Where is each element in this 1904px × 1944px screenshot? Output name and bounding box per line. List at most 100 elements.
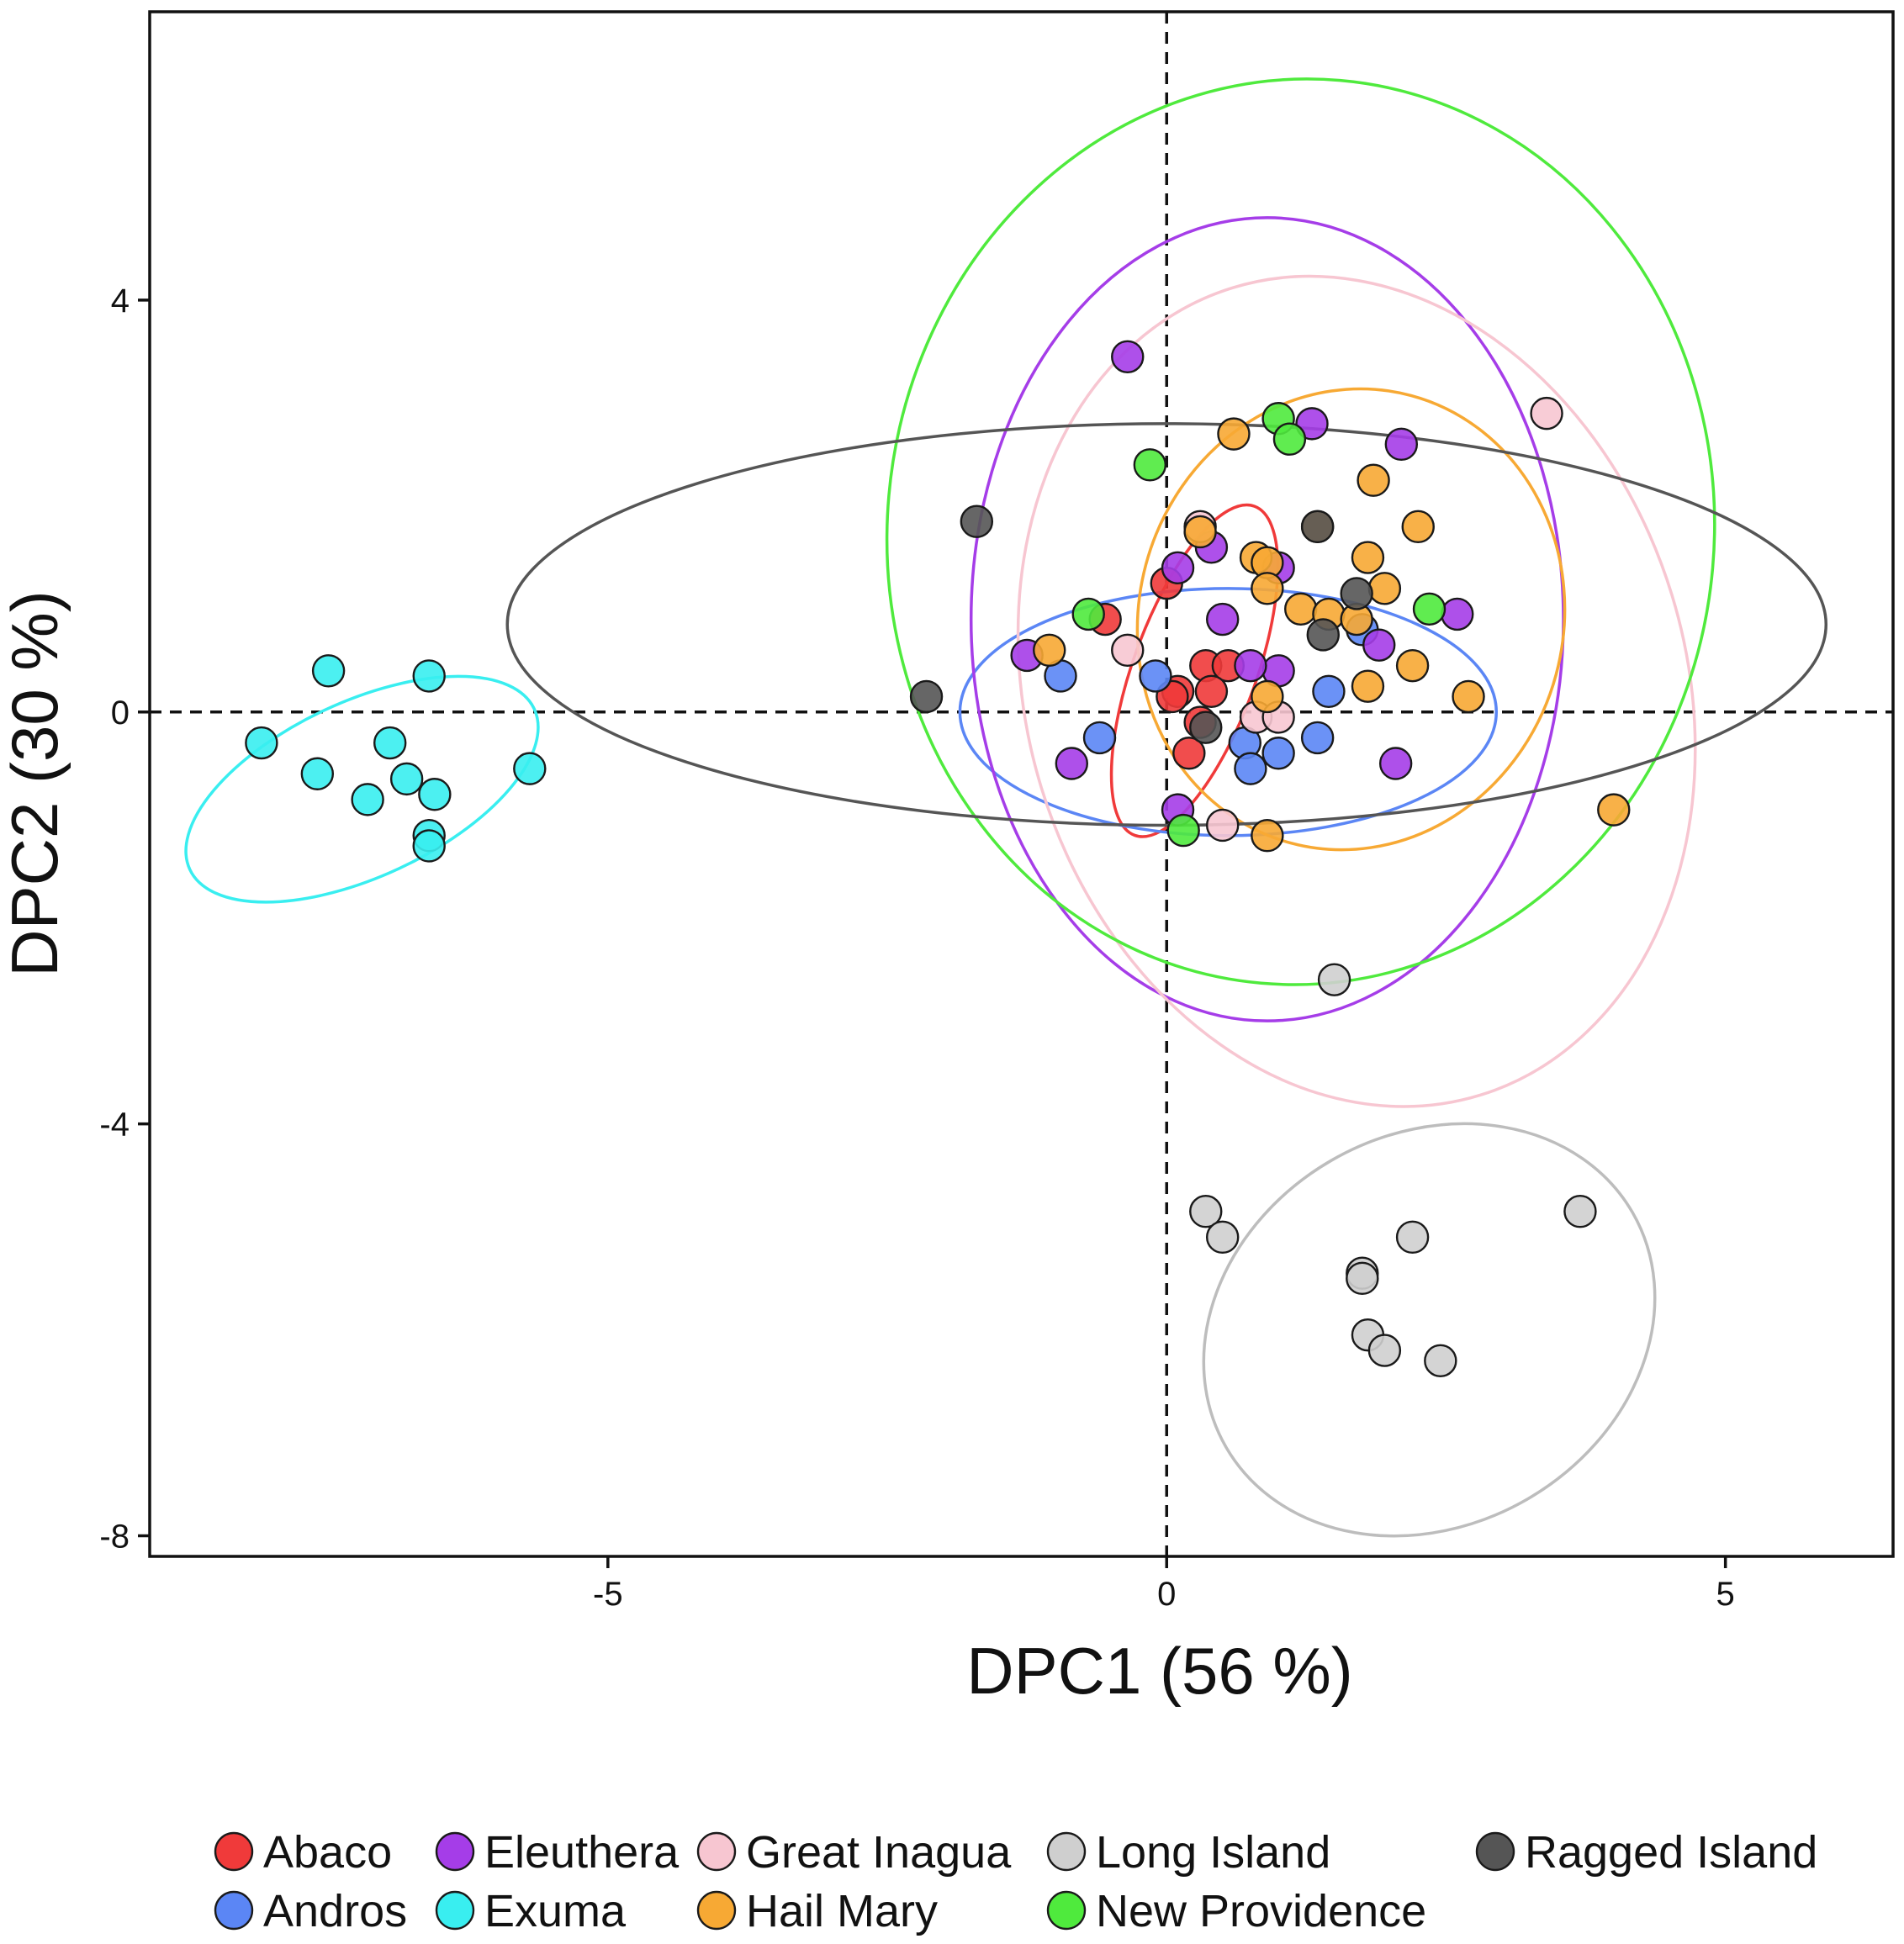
reference-lines xyxy=(150,12,1893,1556)
point-ragged-island xyxy=(1300,510,1335,544)
point-hail-mary xyxy=(1395,648,1430,683)
plot-frame xyxy=(148,10,1895,1558)
point-andros xyxy=(1261,737,1295,770)
y-axis-title: DPC2 (30 %) xyxy=(0,590,71,976)
point-andros xyxy=(1234,752,1267,785)
x-tick-label: 5 xyxy=(1716,1576,1735,1613)
series-andros xyxy=(1044,613,1379,785)
point-great-inagua xyxy=(1111,633,1145,667)
ellipse-eleuthera xyxy=(969,216,1565,1022)
point-exuma xyxy=(412,829,446,863)
point-eleuthera xyxy=(1441,597,1474,631)
point-hail-mary xyxy=(1217,417,1251,451)
legend-label: Exuma xyxy=(484,1886,627,1936)
point-long-island xyxy=(1395,1220,1430,1255)
point-ragged-island xyxy=(1189,711,1223,744)
point-hail-mary xyxy=(1401,510,1435,544)
legend-swatch xyxy=(214,1890,254,1931)
x-tick-label: -5 xyxy=(593,1576,623,1613)
point-exuma xyxy=(513,752,547,785)
point-hail-mary xyxy=(1351,541,1385,574)
point-eleuthera xyxy=(1234,648,1267,683)
point-andros xyxy=(1312,674,1346,708)
y-tick-label: 4 xyxy=(111,283,130,320)
point-hail-mary xyxy=(1251,819,1284,853)
legend-item-eleuthera: Eleuthera xyxy=(435,1827,680,1878)
point-andros xyxy=(1300,721,1335,755)
legend-item-long-island: Long Island xyxy=(1046,1827,1330,1878)
point-new-providence xyxy=(1133,448,1167,482)
point-great-inagua xyxy=(1530,396,1563,431)
point-long-island xyxy=(1424,1344,1457,1378)
legend-item-new-providence: New Providence xyxy=(1046,1886,1426,1936)
point-andros xyxy=(1139,659,1172,693)
point-exuma xyxy=(418,778,452,811)
x-axis-ticks: -5 0 5 xyxy=(593,1556,1735,1613)
legend-item-hail-mary: Hail Mary xyxy=(696,1886,938,1936)
legend-item-andros: Andros xyxy=(214,1886,407,1936)
point-new-providence xyxy=(1412,592,1447,626)
legend-item-exuma: Exuma xyxy=(435,1886,627,1936)
series-great-inagua xyxy=(1111,396,1563,843)
point-exuma xyxy=(351,783,384,816)
point-long-island xyxy=(1317,963,1351,996)
confidence-ellipses xyxy=(184,77,1828,1538)
legend-label: Hail Mary xyxy=(746,1886,938,1936)
legend-label: New Providence xyxy=(1096,1886,1426,1936)
point-eleuthera xyxy=(1205,602,1240,637)
point-exuma xyxy=(300,757,335,790)
point-ragged-island xyxy=(909,679,944,714)
point-hail-mary xyxy=(1251,572,1284,605)
point-hail-mary xyxy=(1367,572,1402,605)
point-ragged-island xyxy=(1306,618,1340,652)
series-ragged-island xyxy=(909,504,1373,744)
ellipse-ragged-island xyxy=(505,422,1828,827)
point-eleuthera xyxy=(1111,340,1145,373)
legend-label: Ragged Island xyxy=(1525,1827,1817,1878)
legend: Abaco Andros Eleuthera Exuma Great Inagua Hai… xyxy=(214,1827,1817,1936)
y-axis-ticks: -8 -4 0 4 xyxy=(99,283,150,1556)
point-new-providence xyxy=(1272,422,1307,456)
point-exuma xyxy=(389,762,424,796)
legend-item-abaco: Abaco xyxy=(214,1827,392,1878)
y-tick-label: -4 xyxy=(99,1107,130,1144)
legend-item-great-inagua: Great Inagua xyxy=(696,1827,1012,1878)
ellipse-long-island xyxy=(1202,1122,1657,1538)
point-long-island xyxy=(1367,1334,1402,1367)
x-tick-label: 0 xyxy=(1157,1576,1176,1613)
legend-label: Great Inagua xyxy=(746,1827,1012,1878)
point-exuma xyxy=(412,659,446,693)
legend-swatch xyxy=(696,1831,737,1872)
point-long-island xyxy=(1346,1261,1379,1296)
point-hail-mary xyxy=(1351,669,1385,703)
legend-label: Abaco xyxy=(263,1827,392,1878)
point-new-providence xyxy=(1166,813,1200,848)
point-hail-mary xyxy=(1597,793,1631,827)
legend-swatch xyxy=(435,1890,475,1931)
point-hail-mary xyxy=(1033,633,1066,667)
series-new-providence xyxy=(1071,402,1447,848)
ellipse-great-inagua xyxy=(1016,274,1697,1108)
point-eleuthera xyxy=(1362,628,1396,662)
point-hail-mary xyxy=(1251,679,1284,714)
data-points xyxy=(245,340,1631,1378)
legend-item-ragged-island: Ragged Island xyxy=(1475,1827,1817,1878)
legend-swatch xyxy=(214,1831,254,1872)
legend-swatch xyxy=(696,1890,737,1931)
legend-swatch xyxy=(1046,1831,1087,1872)
legend-label: Eleuthera xyxy=(484,1827,680,1878)
series-long-island xyxy=(1189,963,1597,1378)
x-axis-title: DPC1 (56 %) xyxy=(966,1634,1352,1708)
point-eleuthera xyxy=(1378,747,1413,780)
point-exuma xyxy=(373,726,407,760)
legend-swatch xyxy=(435,1831,475,1872)
point-eleuthera xyxy=(1161,551,1195,585)
point-long-island xyxy=(1205,1220,1240,1255)
series-exuma xyxy=(245,654,547,863)
legend-swatch xyxy=(1046,1890,1087,1931)
point-new-providence xyxy=(1071,597,1105,631)
ellipse-hail-mary xyxy=(1135,387,1567,852)
point-long-island xyxy=(1189,1195,1223,1228)
point-exuma xyxy=(245,726,278,760)
